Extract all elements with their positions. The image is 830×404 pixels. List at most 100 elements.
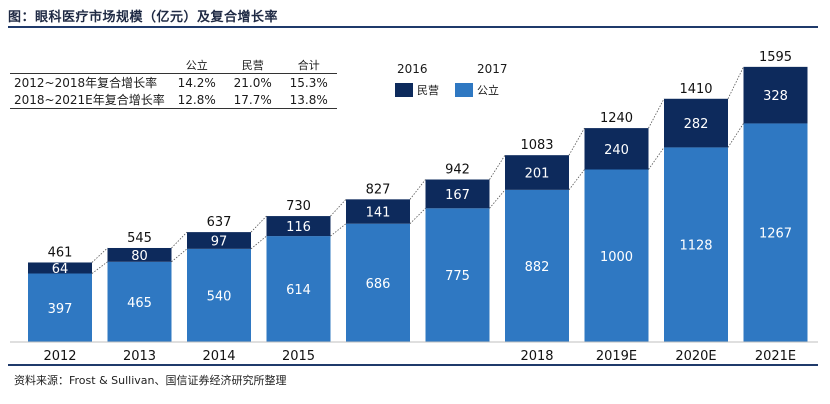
- legend-swatch-public: [455, 83, 473, 97]
- bar-private: [664, 98, 728, 148]
- x-tick-label: 2020E: [675, 349, 716, 364]
- data-label-total: 1240: [600, 111, 633, 126]
- title-rule: [8, 26, 818, 28]
- trend-line-public: [409, 208, 426, 224]
- x-tick-label: 2013: [123, 349, 156, 364]
- data-label-private: 201: [525, 167, 550, 182]
- data-label-total: 461: [48, 245, 73, 260]
- x-tick-label: 2021E: [755, 349, 796, 364]
- bar-public: [266, 236, 331, 342]
- cagr-table-header: 公立 民营 合计: [10, 57, 337, 74]
- trend-line-public: [91, 261, 108, 274]
- trend-line-total: [171, 231, 188, 249]
- bar-private: [346, 199, 410, 224]
- trend-line-public: [489, 189, 506, 209]
- bar-private: [266, 216, 331, 237]
- cagr-total-value: 13.8%: [289, 92, 328, 107]
- bar-public: [28, 273, 92, 342]
- source-note: 资料来源：Frost & Sullivan、国信证券经济研究所整理: [14, 374, 287, 387]
- data-label-private: 240: [604, 143, 629, 158]
- data-label-private: 64: [52, 262, 69, 277]
- x-tick-label: 2019E: [596, 349, 637, 364]
- x-tick-label: 2018: [520, 349, 553, 364]
- trend-line-public: [250, 235, 267, 250]
- bar-public: [664, 147, 728, 342]
- data-label-total: 942: [445, 163, 470, 178]
- cagr-public-value: 12.8%: [177, 92, 216, 107]
- data-label-public: 614: [286, 283, 311, 298]
- x-tick-label: 2014: [202, 349, 235, 364]
- trend-line-public: [171, 248, 188, 263]
- cagr-header-private: 民营: [241, 59, 264, 72]
- cagr-header-total: 合计: [297, 59, 320, 72]
- trend-line-public: [568, 169, 585, 191]
- trend-line-total: [91, 247, 108, 263]
- trend-line-total: [250, 215, 267, 233]
- data-label-public: 1000: [600, 250, 633, 265]
- cagr-row-label: 2018~2021E年复合增长率: [14, 93, 165, 107]
- bar-private: [743, 66, 808, 124]
- bar-private: [505, 155, 569, 190]
- trend-line-public: [727, 123, 744, 148]
- legend-item-public: 公立: [455, 82, 499, 98]
- trend-line-total: [568, 127, 585, 156]
- data-label-private: 141: [366, 206, 391, 221]
- data-label-public: 540: [207, 289, 232, 304]
- cagr-private-value: 17.7%: [233, 92, 272, 107]
- data-label-public: 686: [366, 277, 391, 292]
- trend-line-public: [648, 147, 665, 170]
- x-tick-label: 2012: [43, 349, 76, 364]
- data-label-public: 465: [127, 296, 152, 311]
- trend-line-total: [409, 179, 426, 200]
- data-label-private: 97: [211, 234, 228, 249]
- data-label-private: 167: [445, 188, 470, 203]
- trend-line-total: [489, 154, 506, 180]
- bar-private: [107, 247, 172, 262]
- data-label-public: 775: [445, 269, 470, 284]
- data-label-total: 1410: [679, 82, 712, 97]
- legend-label-public: 公立: [477, 84, 499, 97]
- data-label-total: 1595: [759, 50, 792, 65]
- legend-swatch-private: [395, 83, 413, 97]
- chart-title: 图：眼科医疗市场规模（亿元）及复合增长率: [8, 10, 279, 25]
- trend-line-total: [648, 98, 665, 129]
- data-label-private: 116: [286, 220, 311, 235]
- x-tick-label: 2015: [282, 349, 315, 364]
- data-label-total: 637: [207, 215, 232, 230]
- bar-public: [505, 189, 569, 342]
- legend-year-2017: 2017: [477, 62, 508, 76]
- data-label-public: 397: [48, 302, 73, 317]
- source-rule: [8, 364, 818, 366]
- bar-public: [743, 123, 808, 342]
- trend-line-total: [727, 66, 744, 99]
- bar-public: [584, 169, 649, 342]
- data-label-total: 1083: [520, 138, 553, 153]
- cagr-public-value: 14.2%: [177, 75, 216, 90]
- bar-private: [584, 128, 649, 170]
- data-label-total: 545: [127, 231, 152, 246]
- data-label-public: 1267: [759, 227, 792, 242]
- table-row: 2018~2021E年复合增长率 12.8% 17.7% 13.8%: [10, 91, 337, 109]
- bar-public: [425, 208, 490, 342]
- cagr-table: 公立 民营 合计 2012~2018年复合增长率 14.2% 21.0% 15.…: [10, 57, 337, 109]
- trend-line-public: [330, 223, 347, 237]
- bar-private: [28, 262, 92, 274]
- bar-public: [346, 223, 410, 342]
- cagr-total-value: 15.3%: [289, 75, 328, 90]
- data-label-public: 882: [525, 260, 550, 275]
- data-label-private: 328: [763, 89, 788, 104]
- cagr-row-label: 2012~2018年复合增长率: [14, 76, 158, 90]
- data-label-private: 80: [131, 249, 148, 264]
- legend-year-2016: 2016: [397, 62, 428, 76]
- legend-item-private: 民营: [395, 82, 439, 98]
- cagr-header-public: 公立: [185, 59, 208, 72]
- data-label-total: 730: [286, 199, 311, 214]
- bar-private: [425, 179, 490, 209]
- bar-public: [107, 261, 172, 342]
- table-row: 2012~2018年复合增长率 14.2% 21.0% 15.3%: [10, 74, 337, 92]
- cagr-private-value: 21.0%: [233, 75, 272, 90]
- legend-label-private: 民营: [417, 84, 439, 97]
- bar-private: [187, 232, 251, 249]
- data-label-total: 827: [366, 182, 391, 197]
